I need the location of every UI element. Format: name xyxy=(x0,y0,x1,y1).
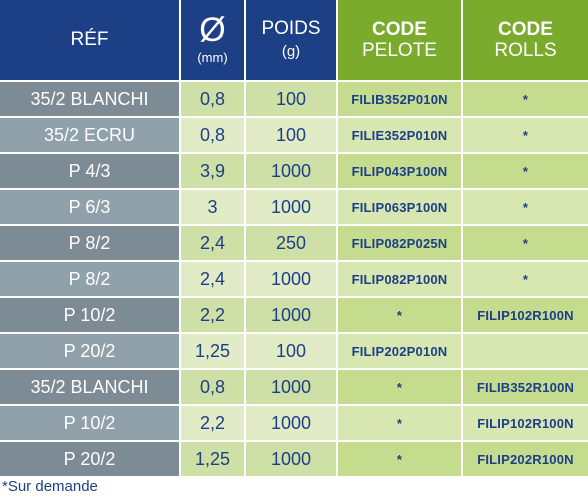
cell-code-rolls xyxy=(463,334,588,370)
footnote: *Sur demande xyxy=(2,478,98,495)
product-table: RÉF Ø (mm) POIDS (g) CODE PELOTE CODE RO… xyxy=(0,0,588,478)
cell-poids: 1000 xyxy=(246,298,338,334)
table-header: RÉF Ø (mm) POIDS (g) CODE PELOTE CODE RO… xyxy=(0,0,588,82)
cell-code-pelote: FILIP063P100N xyxy=(338,190,463,226)
table-row: P 10/2 2,2 1000 * FILIP102R100N xyxy=(0,406,588,442)
cell-diameter: 3 xyxy=(181,190,246,226)
header-poids-label: POIDS xyxy=(261,18,321,39)
cell-code-pelote: * xyxy=(338,442,463,478)
cell-code-rolls: FILIP102R100N xyxy=(463,406,588,442)
cell-diameter: 2,4 xyxy=(181,262,246,298)
cell-poids: 100 xyxy=(246,334,338,370)
cell-diameter: 1,25 xyxy=(181,442,246,478)
cell-ref: P 10/2 xyxy=(0,406,181,442)
table-row: P 20/2 1,25 100 FILIP202P010N xyxy=(0,334,588,370)
cell-ref: P 20/2 xyxy=(0,442,181,478)
cell-diameter: 2,2 xyxy=(181,298,246,334)
cell-poids: 1000 xyxy=(246,442,338,478)
table-row: P 4/3 3,9 1000 FILIP043P100N * xyxy=(0,154,588,190)
header-code-pelote: CODE PELOTE xyxy=(338,0,463,82)
header-ref-label: RÉF xyxy=(70,29,109,50)
cell-poids: 1000 xyxy=(246,190,338,226)
cell-code-pelote: * xyxy=(338,406,463,442)
diameter-icon: Ø xyxy=(199,11,226,49)
header-poids-unit: (g) xyxy=(281,43,301,60)
cell-code-pelote: * xyxy=(338,298,463,334)
table-row: 35/2 BLANCHI 0,8 100 FILIB352P010N * xyxy=(0,82,588,118)
cell-poids: 1000 xyxy=(246,154,338,190)
header-code-rolls-line1: CODE xyxy=(498,19,553,40)
header-diameter-unit: (mm) xyxy=(197,50,228,65)
cell-diameter: 2,2 xyxy=(181,406,246,442)
cell-diameter: 0,8 xyxy=(181,118,246,154)
header-diameter: Ø (mm) xyxy=(181,0,246,82)
header-code-rolls-line2: ROLLS xyxy=(494,40,557,61)
table-row: 35/2 ECRU 0,8 100 FILIE352P010N * xyxy=(0,118,588,154)
cell-ref: 35/2 BLANCHI xyxy=(0,82,181,118)
cell-code-rolls: FILIP202R100N xyxy=(463,442,588,478)
cell-code-rolls: * xyxy=(463,154,588,190)
header-code-rolls: CODE ROLLS xyxy=(463,0,588,82)
cell-ref: 35/2 ECRU xyxy=(0,118,181,154)
cell-ref: P 6/3 xyxy=(0,190,181,226)
cell-ref: P 8/2 xyxy=(0,262,181,298)
cell-poids: 250 xyxy=(246,226,338,262)
cell-diameter: 2,4 xyxy=(181,226,246,262)
cell-ref: 35/2 BLANCHI xyxy=(0,370,181,406)
header-code-pelote-line1: CODE xyxy=(372,19,427,40)
cell-code-pelote: FILIP082P100N xyxy=(338,262,463,298)
cell-poids: 100 xyxy=(246,118,338,154)
header-poids: POIDS (g) xyxy=(246,0,338,82)
cell-code-pelote: FILIP202P010N xyxy=(338,334,463,370)
cell-poids: 1000 xyxy=(246,406,338,442)
cell-diameter: 0,8 xyxy=(181,370,246,406)
table-row: P 8/2 2,4 250 FILIP082P025N * xyxy=(0,226,588,262)
cell-code-pelote: FILIB352P010N xyxy=(338,82,463,118)
cell-poids: 1000 xyxy=(246,370,338,406)
cell-code-rolls: FILIB352R100N xyxy=(463,370,588,406)
header-ref: RÉF xyxy=(0,0,181,82)
table-body: 35/2 BLANCHI 0,8 100 FILIB352P010N * 35/… xyxy=(0,82,588,478)
cell-code-pelote: FILIP043P100N xyxy=(338,154,463,190)
cell-code-rolls: FILIP102R100N xyxy=(463,298,588,334)
cell-code-rolls: * xyxy=(463,118,588,154)
cell-diameter: 3,9 xyxy=(181,154,246,190)
cell-poids: 100 xyxy=(246,82,338,118)
cell-code-pelote: FILIE352P010N xyxy=(338,118,463,154)
table-row: P 20/2 1,25 1000 * FILIP202R100N xyxy=(0,442,588,478)
cell-code-rolls: * xyxy=(463,82,588,118)
cell-ref: P 10/2 xyxy=(0,298,181,334)
cell-diameter: 0,8 xyxy=(181,82,246,118)
cell-code-pelote: FILIP082P025N xyxy=(338,226,463,262)
cell-ref: P 4/3 xyxy=(0,154,181,190)
table-row: P 10/2 2,2 1000 * FILIP102R100N xyxy=(0,298,588,334)
header-code-pelote-line2: PELOTE xyxy=(362,40,437,61)
cell-code-rolls: * xyxy=(463,262,588,298)
cell-ref: P 20/2 xyxy=(0,334,181,370)
table-row: P 6/3 3 1000 FILIP063P100N * xyxy=(0,190,588,226)
cell-code-rolls: * xyxy=(463,226,588,262)
cell-poids: 1000 xyxy=(246,262,338,298)
table-row: 35/2 BLANCHI 0,8 1000 * FILIB352R100N xyxy=(0,370,588,406)
cell-diameter: 1,25 xyxy=(181,334,246,370)
cell-code-pelote: * xyxy=(338,370,463,406)
table-row: P 8/2 2,4 1000 FILIP082P100N * xyxy=(0,262,588,298)
cell-ref: P 8/2 xyxy=(0,226,181,262)
cell-code-rolls: * xyxy=(463,190,588,226)
